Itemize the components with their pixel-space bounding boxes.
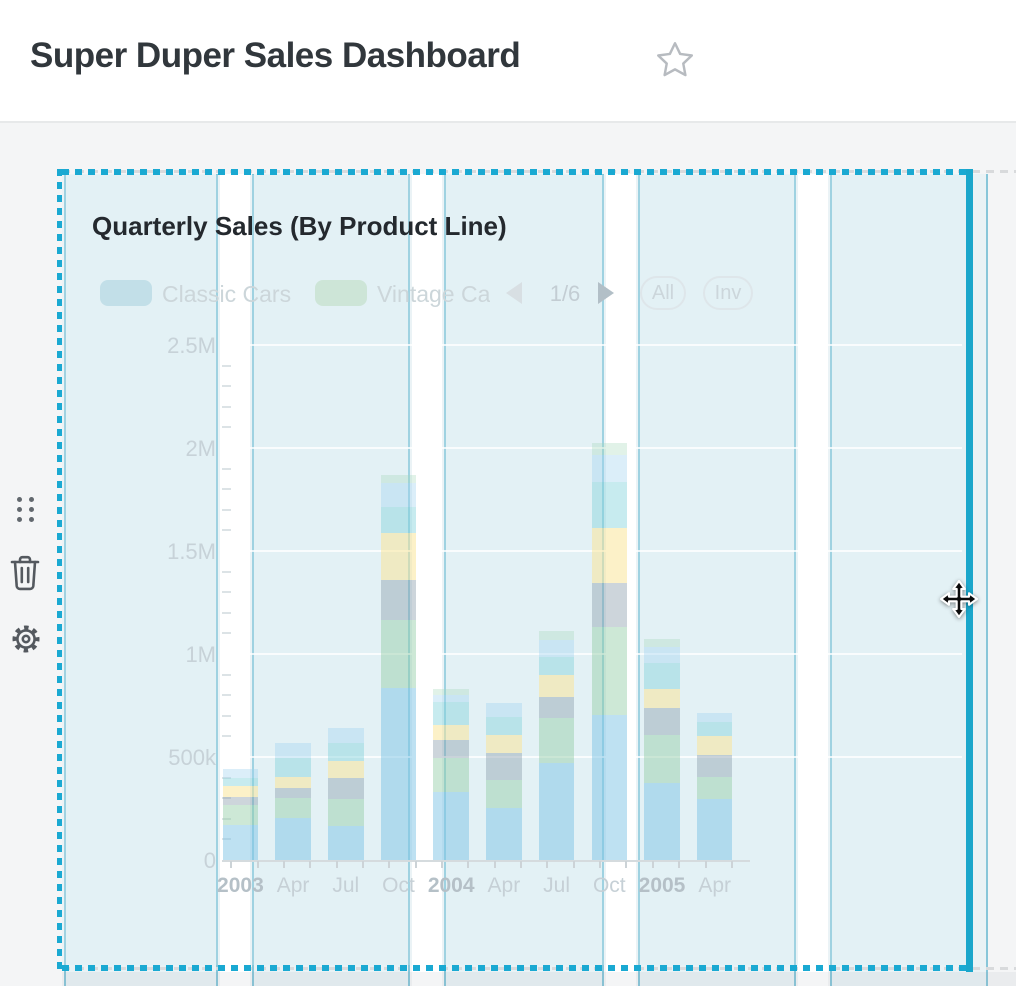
legend-next-page-icon[interactable]	[598, 282, 614, 304]
drag-handle-icon[interactable]	[17, 497, 39, 525]
dashboard-title[interactable]: Super Duper Sales Dashboard	[30, 36, 521, 75]
legend-page-indicator: 1/6	[549, 281, 581, 306]
favorite-star-icon[interactable]	[656, 41, 694, 79]
trash-icon[interactable]	[10, 553, 40, 593]
card-title: Quarterly Sales (By Product Line)	[92, 211, 507, 241]
legend-swatch-classic-cars[interactable]	[100, 280, 152, 306]
card-border-bottom	[62, 965, 970, 971]
legend-label-vintage-cars[interactable]: Vintage Ca	[377, 281, 490, 307]
header-divider	[0, 121, 1016, 123]
card-border-left	[57, 169, 62, 972]
grid-column-1	[64, 174, 218, 986]
legend-label-classic-cars[interactable]: Classic Cars	[162, 281, 292, 307]
settings-gear-icon[interactable]	[8, 619, 44, 659]
grid-column-5	[830, 174, 988, 986]
legend-swatch-vintage-cars[interactable]	[315, 280, 367, 306]
grid-gutter-4	[798, 174, 828, 986]
legend-invert-button[interactable]: Inv	[703, 276, 753, 310]
card-resize-handle-right[interactable]	[966, 169, 973, 972]
legend-prev-page-icon[interactable]	[506, 282, 522, 304]
card-border-top	[62, 169, 970, 175]
move-cursor-icon	[940, 580, 978, 618]
legend-select-all-button[interactable]: All	[640, 276, 686, 310]
dashboard-header: Super Duper Sales Dashboard	[0, 0, 1016, 121]
next-grid-row	[62, 972, 1016, 986]
